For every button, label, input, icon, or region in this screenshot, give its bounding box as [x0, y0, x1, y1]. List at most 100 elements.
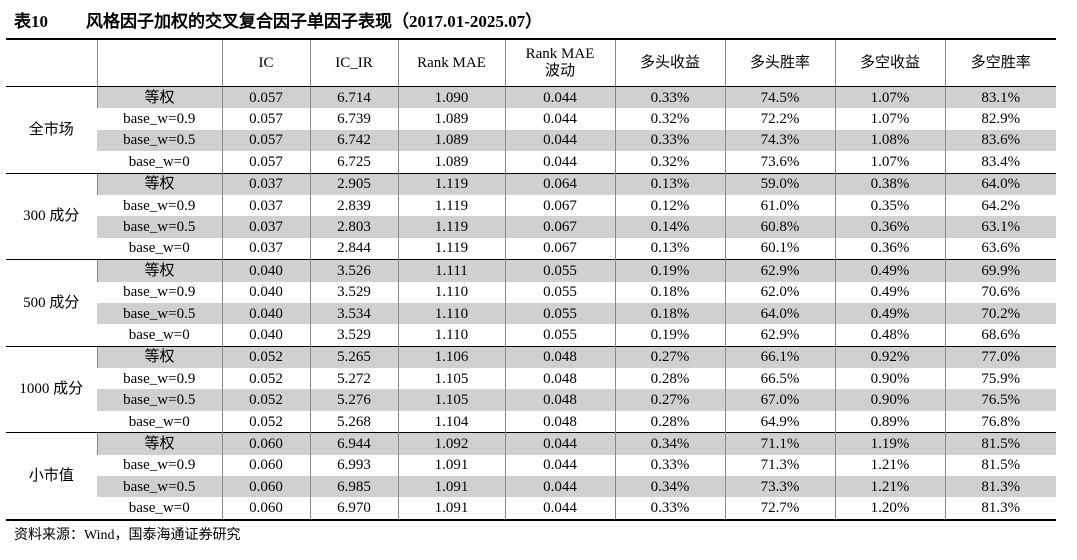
header-cell: Rank MAE [397, 39, 505, 87]
table-cell: 0.36% [834, 216, 945, 238]
row-label: base_w=0 [128, 500, 190, 517]
table-cell: 2.844 [309, 237, 398, 260]
table-cell: 0.052 [221, 410, 310, 433]
table-cell: 0.040 [221, 281, 310, 303]
table-cell: 0.044 [504, 476, 615, 498]
table-cell: 76.5% [944, 389, 1056, 411]
table-cell: 0.048 [504, 368, 615, 390]
table-cell: 6.742 [309, 129, 398, 152]
table-cell: 0.12% [614, 194, 725, 217]
table-cell: 0.055 [504, 259, 615, 282]
table-cell: 74.3% [724, 129, 835, 152]
table-cell: 0.044 [504, 129, 615, 152]
table-cell: 0.048 [504, 389, 615, 411]
table-row: base_w=0.9 0.052 5.272 1.105 0.048 0.28% 66.5%… [6, 368, 1056, 390]
table-row: base_w=0.9 0.057 6.739 1.089 0.044 0.32% 72.2%… [6, 108, 1056, 130]
header-cell: IC [221, 39, 310, 87]
header-cell: 多空胜率 [944, 39, 1056, 87]
table-cell: 5.268 [309, 410, 398, 433]
title-number: 表10 [14, 12, 48, 31]
table-row: base_w=0 0.060 6.970 1.091 0.044 0.33% 72.7% 1.… [6, 497, 1056, 520]
table-cell: 64.0% [944, 172, 1056, 195]
table-cell: 0.040 [221, 324, 310, 347]
table-cell: 3.529 [309, 281, 398, 303]
table-cell: 0.32% [614, 108, 725, 130]
header-cell: IC_IR [309, 39, 398, 87]
group-name: 1000 成分 [6, 345, 97, 433]
row-label: base_w=0.9 [123, 111, 196, 128]
table-cell: 0.48% [834, 324, 945, 347]
table-cell: 1.091 [397, 476, 505, 498]
table-row: base_w=0.5 0.052 5.276 1.105 0.048 0.27% 67.0%… [6, 389, 1056, 411]
table-cell: 73.3% [724, 476, 835, 498]
source-note: 资料来源：Wind，国泰海通证券研究 [14, 528, 241, 543]
table-cell: 0.048 [504, 410, 615, 433]
table-cell: 83.6% [944, 129, 1056, 152]
table-cell: 6.725 [309, 151, 398, 174]
table-cell: 70.2% [944, 302, 1056, 325]
table-row: base_w=0.5 0.040 3.534 1.110 0.055 0.18% 64.0%… [6, 302, 1056, 325]
table-cell: 0.044 [504, 108, 615, 130]
table-cell: 72.2% [724, 108, 835, 130]
table-cell: 73.6% [724, 151, 835, 174]
table-cell: 0.28% [614, 368, 725, 390]
table-cell: 0.18% [614, 281, 725, 303]
table-cell: 60.1% [724, 237, 835, 260]
row-label: 等权 [96, 259, 222, 282]
table-cell: 1.091 [397, 454, 505, 477]
table-cell: 1.089 [397, 108, 505, 130]
table-cell: 1.110 [397, 281, 505, 303]
table-cell: 1.119 [397, 237, 505, 260]
table-cell: 2.905 [309, 172, 398, 195]
table-cell: 72.7% [724, 497, 835, 520]
table-cell: 64.2% [944, 194, 1056, 217]
table-cell: 0.27% [614, 389, 725, 411]
row-label: base_w=0.5 [97, 476, 222, 498]
table-cell: 66.1% [724, 345, 835, 369]
group-name: 300 成分 [6, 172, 97, 260]
group-name: 小市值 [6, 432, 97, 520]
table-cell: 1.105 [397, 368, 505, 390]
table-cell: 81.5% [944, 432, 1056, 455]
table-cell: 3.534 [309, 302, 398, 325]
table-cell: 0.057 [221, 86, 310, 109]
table-cell: 2.803 [309, 216, 398, 238]
table-title: 表10 风格因子加权的交叉复合因子单因子表现（2017.01-2025.07） [14, 8, 580, 36]
table-cell: 59.0% [724, 172, 835, 195]
table-cell: 1.08% [834, 129, 945, 152]
table-cell: 0.067 [504, 194, 615, 217]
table-cell: 61.0% [724, 194, 835, 217]
table-cell: 62.9% [724, 259, 835, 282]
table-cell: 0.057 [221, 129, 310, 152]
table-cell: 0.044 [504, 151, 615, 174]
table-cell: 0.048 [504, 345, 615, 369]
table-cell: 0.35% [834, 194, 945, 217]
table-row: base_w=0.5 0.037 2.803 1.119 0.067 0.14% 60.8%… [6, 216, 1056, 238]
table-cell: 0.060 [221, 432, 310, 455]
row-label: base_w=0 [128, 240, 190, 257]
table-cell: 74.5% [724, 86, 835, 109]
table-row: base_w=0.5 0.057 6.742 1.089 0.044 0.33% 74.3%… [6, 129, 1056, 152]
table-cell: 0.052 [221, 368, 310, 390]
table-cell: 1.119 [397, 216, 505, 238]
table-row: base_w=0 0.052 5.268 1.104 0.048 0.28% 64.9% 0.… [6, 410, 1056, 433]
table-cell: 0.28% [614, 410, 725, 433]
table-row: 全市场 等权 0.057 6.714 1.090 0.044 0.33% 74.5% 1.07%… [6, 86, 1056, 174]
table-cell: 0.19% [614, 324, 725, 347]
table-row: 小市值 等权 0.060 6.944 1.092 0.044 0.34% 71.1% 1.19%… [6, 432, 1056, 520]
row-label: base_w=0.5 [97, 129, 222, 152]
group-name: 全市场 [6, 86, 97, 174]
table-cell: 0.057 [221, 151, 310, 174]
header-row: IC IC_IR Rank MAE Rank MAE 波动 多头收益 多头胜率 多空收益 多空… [6, 39, 1056, 87]
table-row: 300 成分 等权 0.037 2.905 1.119 0.064 0.13% 59.0% 0.… [6, 172, 1056, 260]
table-cell: 0.037 [221, 172, 310, 195]
table-cell: 1.089 [397, 151, 505, 174]
table-cell: 0.33% [614, 129, 725, 152]
table-cell: 1.092 [397, 432, 505, 455]
table-cell: 0.057 [221, 108, 310, 130]
table-row: 1000 成分 等权 0.052 5.265 1.106 0.048 0.27% 66.1% 0… [6, 345, 1056, 433]
table-cell: 6.993 [309, 454, 398, 477]
table-cell: 0.060 [221, 497, 310, 520]
header-cell: Rank MAE 波动 [504, 39, 615, 87]
table-cell: 1.090 [397, 86, 505, 109]
